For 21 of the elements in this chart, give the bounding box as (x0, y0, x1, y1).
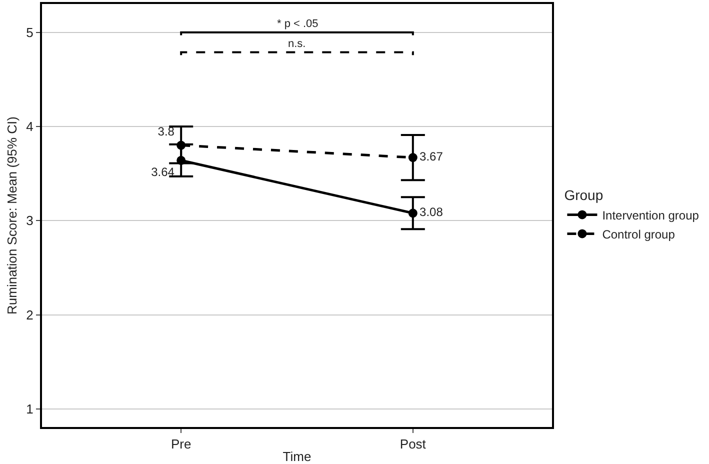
legend-label: Control group (602, 227, 676, 242)
y-tick-label: 4 (26, 119, 34, 134)
data-label: 3.64 (151, 165, 175, 180)
y-tick-label: 3 (26, 213, 34, 228)
y-axis-title: Rumination Score: Mean (95% CI) (4, 116, 20, 314)
data-label: 3.08 (420, 205, 444, 220)
point (176, 140, 186, 150)
data-label: 3.8 (158, 124, 175, 139)
point (408, 208, 418, 218)
x-tick-label: Pre (170, 436, 192, 452)
x-tick-label: Post (400, 436, 426, 452)
annotation: n.s. (288, 38, 306, 50)
y-tick-label: 1 (26, 402, 34, 417)
legend-title: Group (564, 187, 604, 204)
data-label: 3.67 (420, 150, 444, 164)
point (408, 153, 418, 162)
x-axis-title: Time (282, 449, 312, 464)
y-tick-label: 2 (26, 307, 34, 322)
y-tick-label: 5 (26, 24, 34, 40)
annotation: * p < .05 (277, 18, 318, 30)
legend-label: Intervention group (602, 208, 700, 222)
